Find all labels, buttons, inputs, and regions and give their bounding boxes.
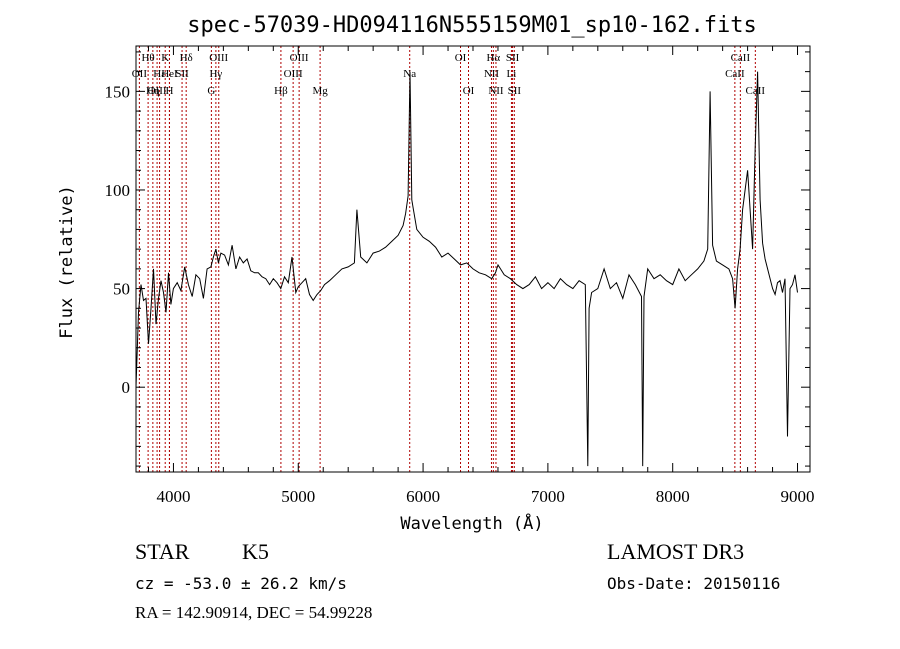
y-tick-label: 100 bbox=[105, 181, 131, 200]
line-label: H bbox=[165, 85, 173, 97]
x-axis: 4000 5000 6000 7000 8000 9000 bbox=[147, 46, 815, 506]
line-label: Hα bbox=[486, 52, 500, 64]
line-label: CaII bbox=[725, 68, 745, 80]
line-label: K bbox=[161, 52, 169, 64]
line-label: SII bbox=[508, 85, 522, 97]
y-tick-label: 0 bbox=[122, 378, 131, 397]
line-label: Hγ bbox=[209, 68, 222, 80]
line-label: Hθ bbox=[141, 52, 154, 64]
line-label: CaII bbox=[746, 85, 766, 97]
line-label: Mg bbox=[312, 85, 328, 97]
line-label: OIII bbox=[209, 52, 228, 64]
line-markers bbox=[138, 46, 756, 472]
line-label: OI bbox=[463, 85, 475, 97]
line-label: CaII bbox=[731, 52, 751, 64]
spectrum-line bbox=[135, 71, 798, 467]
coordinates-text: RA = 142.90914, DEC = 54.99228 bbox=[135, 603, 373, 622]
observation-date: Obs-Date: 20150116 bbox=[607, 574, 781, 593]
redshift-text: cz = -53.0 ± 26.2 km/s bbox=[135, 574, 347, 593]
x-tick-label: 7000 bbox=[531, 487, 565, 506]
y-tick-label: 150 bbox=[105, 82, 131, 101]
object-class: STAR bbox=[135, 539, 190, 564]
line-label: OIII bbox=[290, 52, 309, 64]
x-tick-label: 9000 bbox=[781, 487, 815, 506]
x-tick-label: 4000 bbox=[156, 487, 190, 506]
y-axis: 0 50 100 150 bbox=[105, 51, 810, 467]
line-label: Li bbox=[507, 68, 517, 80]
line-labels: HθOIIOIIIKHεHηHδHeIHSIIOIIIHγGOIIIOIIIHβ… bbox=[132, 52, 766, 97]
line-label: Hε bbox=[153, 68, 166, 80]
line-label: OIII bbox=[284, 68, 303, 80]
x-tick-label: 6000 bbox=[406, 487, 440, 506]
line-label: G bbox=[207, 85, 215, 97]
line-label: OI bbox=[455, 52, 467, 64]
line-label: SII bbox=[175, 68, 189, 80]
x-tick-label: 8000 bbox=[656, 487, 690, 506]
line-label: OII bbox=[132, 68, 148, 80]
x-tick-label: 5000 bbox=[281, 487, 315, 506]
x-axis-label: Wavelength (Å) bbox=[400, 512, 543, 534]
chart-title: spec-57039-HD094116N555159M01_sp10-162.f… bbox=[187, 13, 757, 38]
line-label: HeI bbox=[161, 68, 178, 80]
line-label: NII bbox=[484, 68, 500, 80]
line-label: NII bbox=[488, 85, 504, 97]
plot-frame bbox=[135, 45, 811, 473]
object-subclass: K5 bbox=[242, 539, 269, 564]
line-label: Hδ bbox=[180, 52, 193, 64]
line-label: OIII bbox=[148, 85, 167, 97]
line-label: Hη bbox=[146, 85, 160, 97]
survey-name: LAMOST DR3 bbox=[607, 539, 745, 564]
y-axis-label: Flux (relative) bbox=[57, 185, 77, 339]
line-label: Hβ bbox=[274, 85, 288, 97]
y-tick-label: 50 bbox=[113, 280, 130, 299]
line-label: SII bbox=[506, 52, 520, 64]
